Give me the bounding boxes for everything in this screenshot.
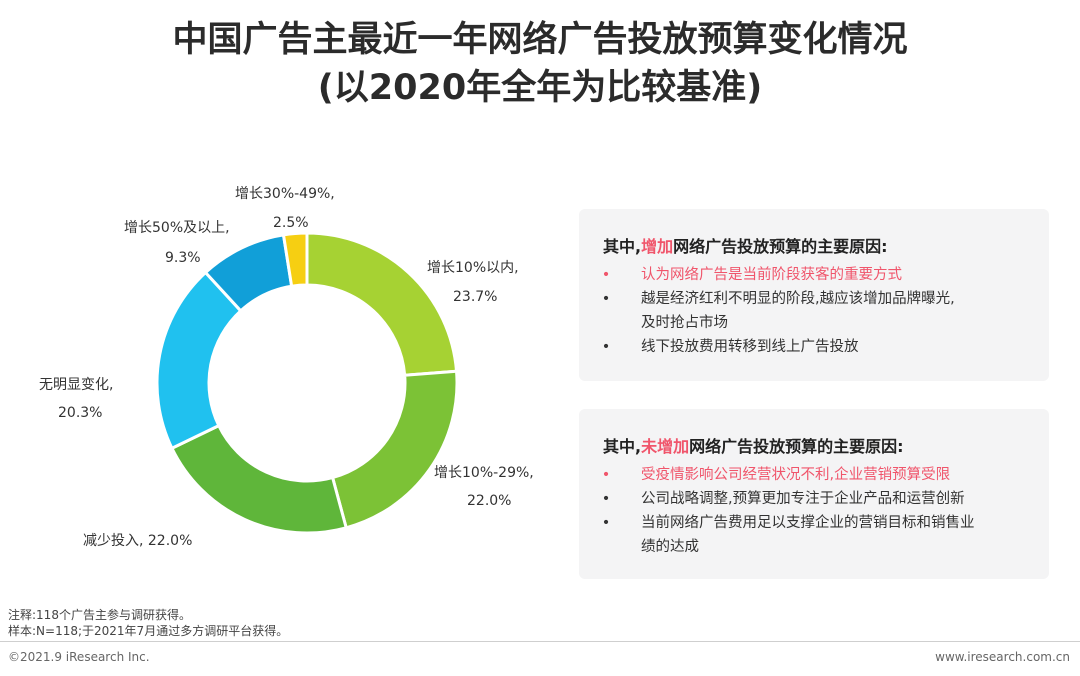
list-item-text: 当前网络广告费用足以支撑企业的营销目标和销售业 <box>641 515 975 531</box>
footnote-annotation: 注释:118个广告主参与调研获得。 <box>8 608 191 622</box>
bullet-icon: • <box>601 291 611 307</box>
heading-prefix: 其中, <box>603 437 642 456</box>
not-increase-reasons-list: • 受疫情影响公司经营状况不利,企业营销预算受限 • 公司战略调整,预算更加专注于企… <box>601 463 1041 559</box>
slice-label-name: 增长10%以内, <box>427 260 519 276</box>
slice-label-value: 22.0% <box>467 493 511 509</box>
heading-suffix: 网络广告投放预算的主要原因: <box>673 237 888 256</box>
footer-divider <box>0 641 1080 642</box>
bullet-icon: • <box>601 515 611 531</box>
list-item-text: 及时抢占市场 <box>641 315 728 331</box>
footer-website: www.iresearch.com.cn <box>935 650 1070 664</box>
slice-label-value: 23.7% <box>453 289 497 305</box>
list-item-continuation: 及时抢占市场 <box>601 311 1041 335</box>
donut-slice <box>281 231 309 288</box>
donut-slice <box>330 369 459 530</box>
footnote-sample: 样本:N=118;于2021年7月通过多方调研平台获得。 <box>8 624 289 638</box>
slice-label-name: 无明显变化, <box>39 377 113 393</box>
list-item: • 线下投放费用转移到线上广告投放 <box>601 335 1041 359</box>
footer-copyright: ©2021.9 iResearch Inc. <box>8 650 150 664</box>
list-item: • 公司战略调整,预算更加专注于企业产品和运营创新 <box>601 487 1041 511</box>
list-item: • 认为网络广告是当前阶段获客的重要方式 <box>601 263 1041 287</box>
list-item-text: 认为网络广告是当前阶段获客的重要方式 <box>641 267 902 283</box>
not-increase-reasons-panel: 其中,未增加网络广告投放预算的主要原因: • 受疫情影响公司经营状况不利,企业营销… <box>579 409 1049 579</box>
bullet-icon: • <box>601 491 611 507</box>
not-increase-reasons-heading: 其中,未增加网络广告投放预算的主要原因: <box>603 433 904 457</box>
bullet-icon: • <box>601 267 611 283</box>
heading-highlight: 未增加 <box>641 437 690 456</box>
chart-title-line2: (以2020年全年为比较基准) <box>317 68 763 108</box>
heading-highlight: 增加 <box>641 237 674 256</box>
heading-prefix: 其中, <box>603 237 642 256</box>
slice-label-name-value: 减少投入, 22.0% <box>83 533 192 549</box>
list-item: • 当前网络广告费用足以支撑企业的营销目标和销售业 <box>601 511 1041 535</box>
list-item-text: 受疫情影响公司经营状况不利,企业营销预算受限 <box>641 467 951 483</box>
donut-slice <box>169 423 349 535</box>
slice-label-name: 增长50%及以上, <box>124 220 230 236</box>
increase-reasons-panel: 其中,增加网络广告投放预算的主要原因: • 认为网络广告是当前阶段获客的重要方式 … <box>579 209 1049 381</box>
slice-label-value: 9.3% <box>165 250 201 266</box>
list-item: • 受疫情影响公司经营状况不利,企业营销预算受限 <box>601 463 1041 487</box>
bullet-icon: • <box>601 339 611 355</box>
slice-label-value: 2.5% <box>273 215 309 231</box>
list-item: • 越是经济红利不明显的阶段,越应该增加品牌曝光, <box>601 287 1041 311</box>
donut-chart: 增长10%以内, 23.7% 增长10%-29%, 22.0% 减少投入, 22… <box>39 186 534 549</box>
donut-slices <box>155 231 459 535</box>
slice-label-name: 增长30%-49%, <box>235 186 335 202</box>
slice-labels: 增长10%以内, 23.7% 增长10%-29%, 22.0% 减少投入, 22… <box>39 186 534 549</box>
increase-reasons-heading: 其中,增加网络广告投放预算的主要原因: <box>603 233 888 257</box>
donut-slice <box>305 231 459 377</box>
chart-title-line1: 中国广告主最近一年网络广告投放预算变化情况 <box>172 20 908 60</box>
slice-label-name: 增长10%-29%, <box>434 465 534 481</box>
increase-reasons-list: • 认为网络广告是当前阶段获客的重要方式 • 越是经济红利不明显的阶段,越应该增加品… <box>601 263 1041 359</box>
list-item-text: 线下投放费用转移到线上广告投放 <box>641 339 859 355</box>
list-item-continuation: 绩的达成 <box>601 535 1041 559</box>
list-item-text: 绩的达成 <box>641 539 699 555</box>
list-item-text: 越是经济红利不明显的阶段,越应该增加品牌曝光, <box>641 291 955 307</box>
bullet-icon: • <box>601 467 611 483</box>
slice-label-value: 20.3% <box>58 405 102 421</box>
list-item-text: 公司战略调整,预算更加专注于企业产品和运营创新 <box>641 491 965 507</box>
heading-suffix: 网络广告投放预算的主要原因: <box>689 437 904 456</box>
